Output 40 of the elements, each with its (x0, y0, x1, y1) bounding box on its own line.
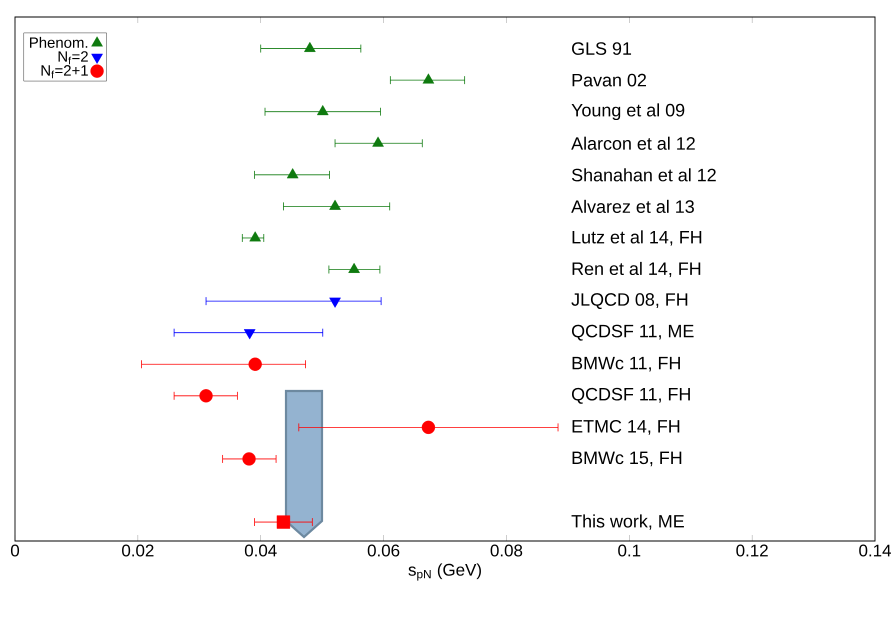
x-tick-label: 0.1 (618, 544, 640, 557)
legend-label: N$_{f}$=2 (58, 51, 88, 64)
y-tick-label: QCDSF 11, ME (572, 324, 694, 341)
y-tick-label: QCDSF 11, FH (572, 388, 690, 404)
point (286, 168, 298, 178)
x-tick-label: 0 (10, 544, 20, 557)
x-tick-label: 0.02 (122, 544, 154, 557)
x-tick-label: 0.14 (859, 544, 891, 557)
point (422, 420, 436, 434)
point (249, 231, 261, 242)
x-tick-label: 0.04 (244, 544, 277, 557)
y-tick-label: Pavan 02 (572, 74, 646, 86)
y-tick-label: Lutz et al 14, FH (572, 230, 702, 246)
point (199, 389, 213, 402)
point (248, 358, 262, 371)
point (329, 200, 341, 210)
y-tick-label: Ren et al 14, FH (572, 262, 700, 278)
legend-label: N$_{f}$=2+1 (42, 65, 88, 78)
x-tick-label: 0.06 (368, 544, 400, 557)
point (242, 452, 256, 466)
y-tick-label: BMWc 15, FH (572, 452, 682, 466)
point (276, 515, 290, 529)
legend-label: Phenom. (30, 36, 88, 48)
y-tick-label: Alarcon et al 12 (571, 136, 695, 150)
y-tick-label: This work, ME (572, 514, 684, 530)
y-tick-label: BMWc 11, FH (572, 356, 680, 372)
point (422, 73, 434, 84)
y-tick-label: Alvarez et al 13 (571, 200, 694, 213)
y-tick-label: JLQCD 08, FH (571, 293, 688, 310)
point (372, 136, 384, 147)
point (316, 105, 329, 116)
x-tick-label: 0.08 (490, 544, 522, 557)
y-tick-label: GLS 91 (572, 42, 632, 55)
y-tick-label: Young et al 09 (572, 103, 684, 120)
x-axis-title: s$_{pN}$ (GeV) (408, 563, 481, 581)
y-tick-label: Shanahan et al 12 (572, 168, 716, 182)
y-tick-label: ETMC 14, FH (572, 420, 680, 435)
point (304, 42, 316, 52)
point (348, 262, 360, 273)
x-tick-label: 0.12 (736, 544, 768, 557)
